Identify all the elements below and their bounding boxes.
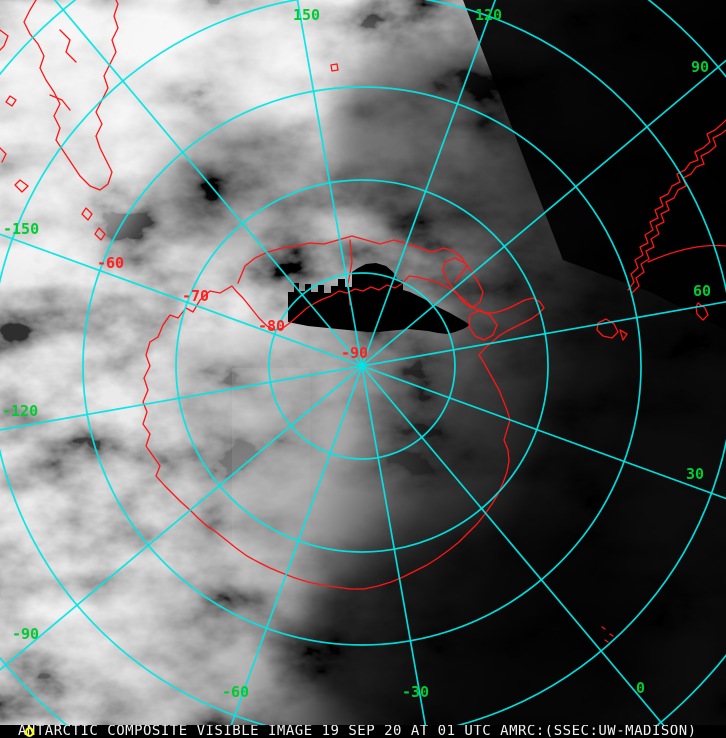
caption-text: ANTARCTIC COMPOSITE VISIBLE IMAGE 19 SEP…	[18, 725, 697, 738]
coastlines-layer	[0, 0, 726, 643]
latitude-label: -90	[341, 344, 368, 362]
longitude-label: -150	[3, 220, 39, 238]
meridian-line	[361, 0, 497, 367]
latitude-circle	[175, 179, 549, 553]
longitude-label: -120	[2, 402, 38, 420]
longitude-label: 90	[691, 58, 709, 76]
ridge-coastline-northeast-2	[631, 129, 726, 294]
latitude-label: -80	[258, 317, 285, 335]
meridian-line	[361, 365, 427, 725]
data-void-region	[288, 263, 470, 334]
longitude-label: 150	[293, 6, 320, 24]
island-coastlines-east	[442, 257, 628, 341]
meridian-line	[361, 300, 726, 367]
meridian-line	[361, 365, 665, 725]
antarctica-coastline	[142, 275, 545, 590]
south-america-coastline	[23, 0, 119, 191]
swath-edge-dark-region	[463, 0, 726, 330]
mouse-cursor-mark	[25, 727, 34, 737]
antarctica-north-coast	[237, 235, 468, 284]
latitude-label: -60	[97, 254, 124, 272]
coordinate-labels-layer: 150 120 90 60 30 0 -30 -60 -90 -120 -150 -60 -70 -80 -…	[2, 6, 711, 701]
meridian-line	[0, 365, 363, 671]
south-america-channels	[0, 29, 77, 163]
longitude-label: -60	[222, 683, 249, 701]
longitude-label: 60	[693, 282, 711, 300]
smooth-arc-coast-northeast	[647, 244, 726, 263]
meridian-line	[53, 0, 363, 367]
longitude-label: 120	[475, 6, 502, 24]
caption-bar: ANTARCTIC COMPOSITE VISIBLE IMAGE 19 SEP…	[0, 725, 726, 738]
longitude-label: -90	[12, 625, 39, 643]
small-islands-southwest	[5, 95, 106, 241]
meridian-line	[0, 233, 363, 367]
longitude-label: 0	[636, 679, 645, 697]
longitude-label: -30	[402, 683, 429, 701]
meridian-line	[361, 365, 726, 500]
latitude-circle	[82, 86, 642, 646]
ridge-coastline-northeast	[627, 119, 726, 291]
meridian-line	[230, 365, 363, 725]
meridian-line	[361, 59, 726, 367]
small-red-specks-bottom	[601, 626, 614, 643]
latitude-circle	[268, 272, 456, 460]
latitude-label: -70	[182, 287, 209, 305]
meridian-line	[0, 365, 363, 431]
meridian-line	[296, 0, 363, 367]
small-red-feature-top	[330, 63, 339, 72]
longitude-label: 30	[686, 465, 704, 483]
